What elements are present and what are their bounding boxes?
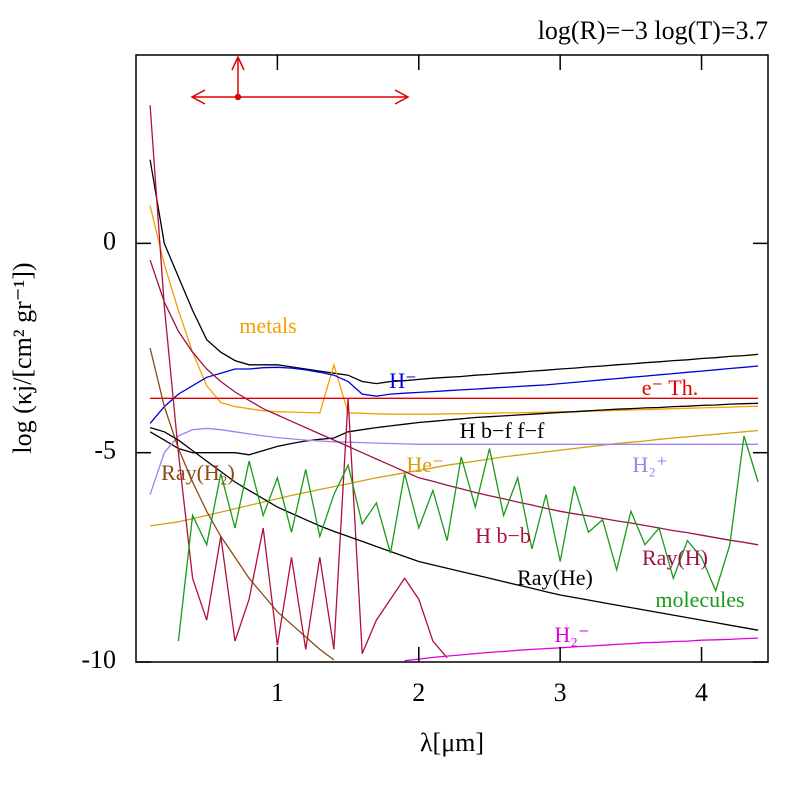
y-axis-label: log (κj/[cm² gr⁻¹]) bbox=[8, 262, 37, 453]
series-label: H₂⁺ bbox=[632, 452, 667, 477]
series-line bbox=[149, 365, 759, 424]
y-tick-label: -5 bbox=[94, 436, 116, 465]
x-axis-label: λ[μm] bbox=[420, 728, 484, 757]
series-line bbox=[404, 637, 759, 662]
series-line bbox=[149, 159, 759, 385]
series-line bbox=[149, 402, 759, 456]
series-line bbox=[149, 427, 759, 495]
series-label: He⁻ bbox=[406, 452, 443, 477]
y-tick-label: 0 bbox=[103, 226, 116, 255]
series-label: Ray(H₂) bbox=[161, 460, 235, 485]
series-label: H b−f f−f bbox=[460, 418, 545, 443]
series-line bbox=[149, 259, 759, 546]
x-tick-label: 2 bbox=[412, 678, 425, 707]
series-label: e⁻ Th. bbox=[642, 375, 698, 400]
series-line bbox=[149, 105, 448, 659]
x-tick-label: 1 bbox=[271, 678, 284, 707]
series-line bbox=[149, 205, 759, 415]
x-tick-label: 4 bbox=[695, 678, 708, 707]
series-label: H b−b bbox=[475, 523, 531, 548]
series-label: Ray(He) bbox=[517, 565, 593, 590]
series-label: H⁻ bbox=[389, 368, 417, 393]
plot-area bbox=[149, 105, 759, 662]
series-label: Ray(H) bbox=[642, 545, 708, 570]
x-tick-label: 3 bbox=[554, 678, 567, 707]
series-line bbox=[177, 435, 759, 642]
plot-frame bbox=[135, 54, 769, 663]
annotation-arrows bbox=[190, 55, 410, 105]
chart-title: log(R)=−3 log(T)=3.7 bbox=[538, 16, 768, 45]
series-line bbox=[150, 429, 759, 527]
series-line bbox=[149, 426, 759, 631]
series-label: H₂⁻ bbox=[554, 622, 589, 647]
series-label: metals bbox=[239, 313, 296, 338]
series-label: molecules bbox=[655, 587, 744, 612]
y-tick-label: -10 bbox=[81, 645, 116, 674]
